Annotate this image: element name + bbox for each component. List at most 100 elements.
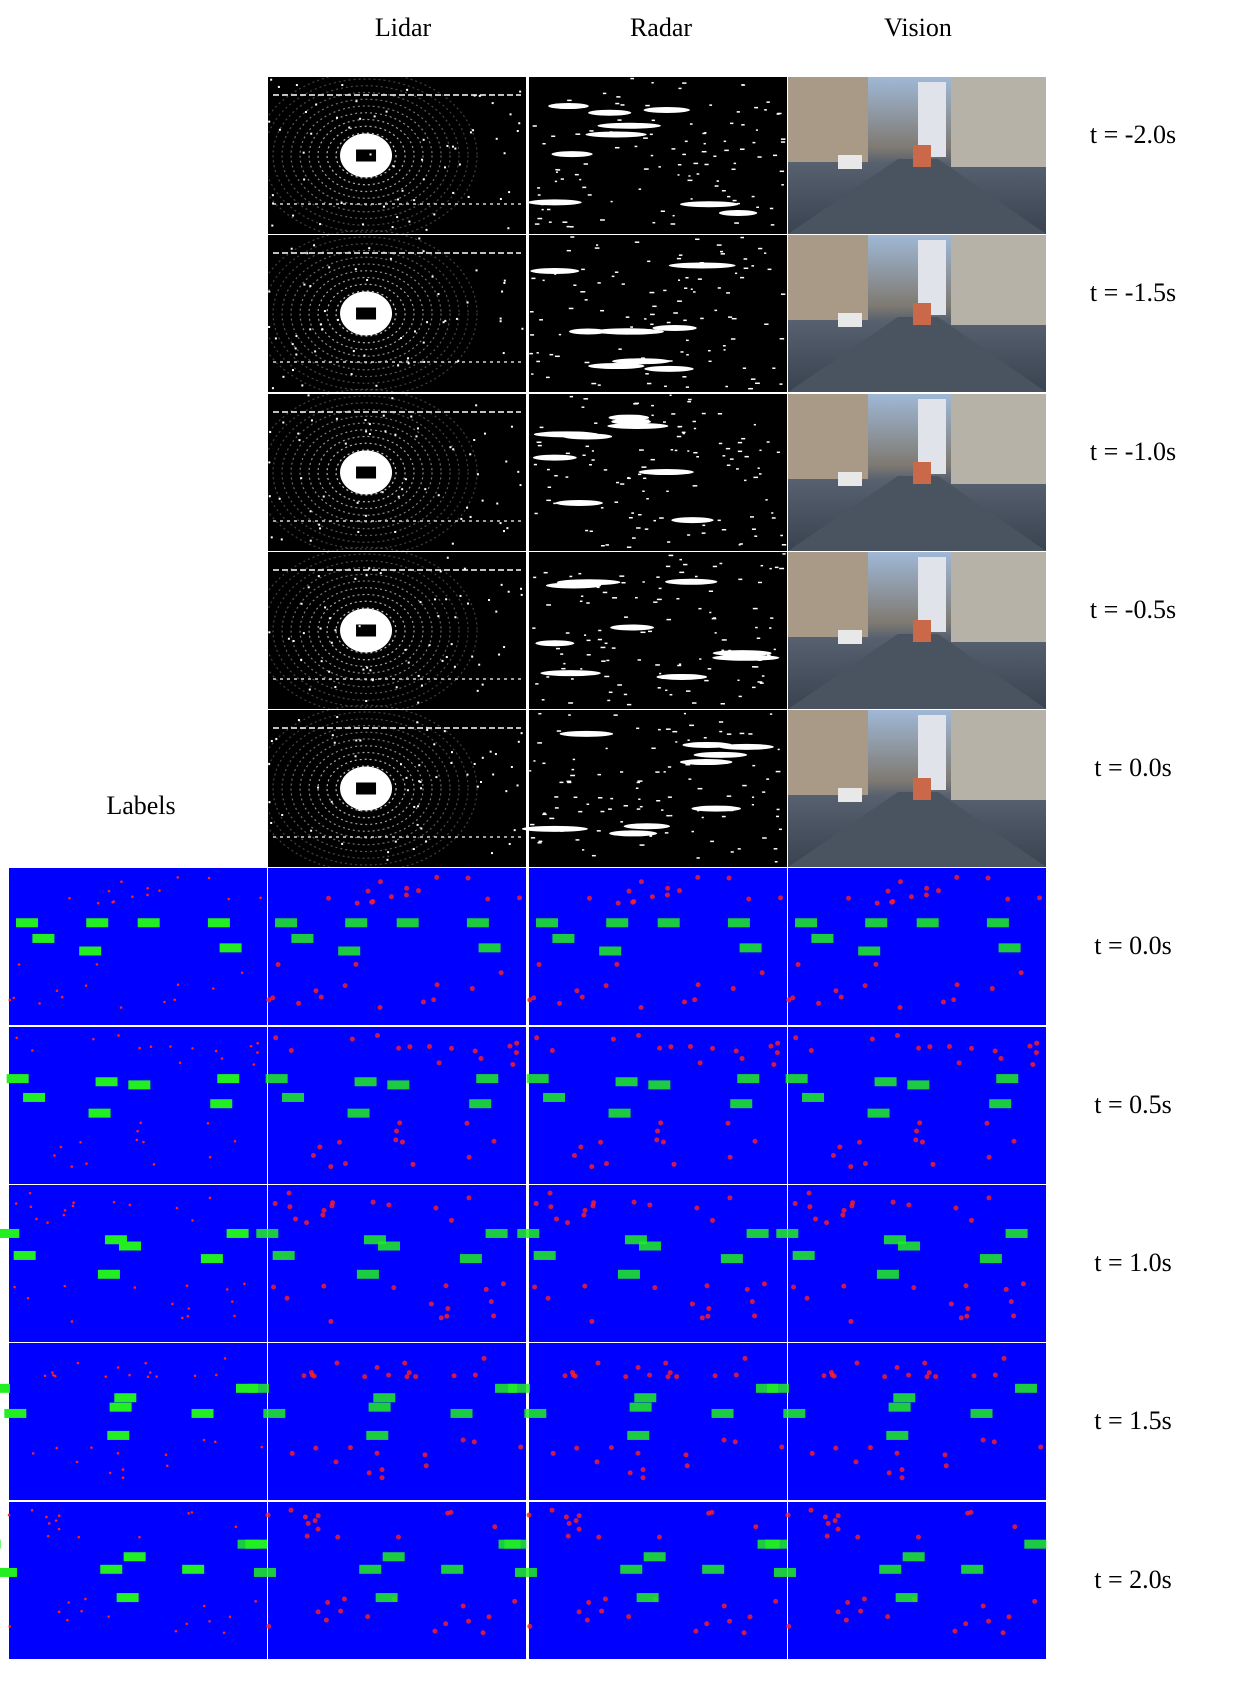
point bbox=[688, 175, 691, 177]
pedestrian bbox=[328, 1164, 334, 1170]
point bbox=[597, 773, 601, 776]
pedestrian bbox=[131, 895, 134, 899]
ego-car bbox=[356, 782, 377, 795]
point bbox=[386, 858, 389, 861]
point bbox=[463, 567, 466, 570]
point bbox=[765, 499, 768, 501]
point bbox=[268, 290, 271, 293]
point bbox=[567, 781, 572, 784]
output-panel bbox=[0, 1502, 268, 1659]
point bbox=[410, 415, 413, 418]
vehicle bbox=[996, 1074, 1019, 1084]
point bbox=[591, 382, 597, 385]
pedestrian bbox=[313, 1445, 319, 1451]
pedestrian bbox=[862, 1161, 868, 1167]
point bbox=[542, 762, 546, 765]
point bbox=[400, 763, 403, 766]
pedestrian bbox=[733, 1048, 739, 1054]
point bbox=[636, 527, 641, 529]
scan-ring bbox=[299, 263, 433, 364]
point bbox=[690, 288, 693, 290]
pedestrian bbox=[191, 1047, 194, 1050]
point bbox=[628, 516, 633, 519]
point bbox=[268, 120, 271, 123]
pedestrian bbox=[958, 1315, 964, 1321]
point bbox=[601, 660, 606, 662]
point bbox=[714, 185, 719, 187]
vehicle bbox=[648, 1080, 671, 1090]
point bbox=[774, 861, 778, 863]
pedestrian bbox=[774, 1050, 780, 1056]
point bbox=[620, 483, 625, 485]
point bbox=[676, 257, 682, 260]
vehicle bbox=[785, 1074, 808, 1084]
point bbox=[536, 352, 539, 354]
point bbox=[396, 216, 399, 219]
point bbox=[320, 323, 323, 326]
point bbox=[581, 595, 584, 597]
point bbox=[651, 119, 655, 122]
point bbox=[520, 587, 523, 590]
point bbox=[644, 318, 647, 320]
vehicle bbox=[86, 918, 109, 928]
pedestrian bbox=[663, 1360, 669, 1366]
pedestrian bbox=[727, 1195, 733, 1201]
vehicle bbox=[0, 1539, 1, 1549]
vehicle bbox=[1005, 1228, 1028, 1238]
point bbox=[566, 780, 572, 783]
point bbox=[394, 433, 397, 436]
point bbox=[696, 456, 700, 458]
pedestrian bbox=[873, 961, 879, 967]
pedestrian bbox=[954, 982, 960, 988]
pedestrian bbox=[924, 1374, 930, 1380]
point bbox=[755, 129, 758, 131]
bus bbox=[913, 620, 931, 642]
pedestrian bbox=[330, 1200, 336, 1206]
point bbox=[560, 178, 564, 180]
point bbox=[269, 431, 272, 434]
point bbox=[451, 751, 454, 754]
point bbox=[701, 532, 706, 534]
point bbox=[630, 77, 635, 80]
point bbox=[776, 808, 780, 811]
point bbox=[687, 739, 690, 741]
point bbox=[433, 213, 436, 216]
vehicle bbox=[773, 1567, 796, 1577]
pedestrian bbox=[310, 1152, 316, 1158]
point bbox=[755, 626, 758, 629]
vehicle bbox=[876, 1269, 899, 1279]
vehicle bbox=[466, 918, 489, 928]
point bbox=[748, 733, 753, 735]
point bbox=[677, 174, 680, 176]
pedestrian bbox=[146, 893, 149, 897]
point bbox=[728, 809, 734, 812]
pedestrian bbox=[1032, 1598, 1038, 1604]
vehicle bbox=[986, 918, 1009, 928]
point bbox=[702, 524, 706, 527]
point bbox=[594, 422, 598, 424]
pedestrian bbox=[998, 1056, 1004, 1062]
pedestrian bbox=[397, 1120, 403, 1126]
pedestrian bbox=[466, 1618, 472, 1624]
point bbox=[454, 147, 457, 150]
pedestrian bbox=[821, 1373, 827, 1379]
point bbox=[696, 857, 700, 859]
pedestrian bbox=[338, 1608, 344, 1614]
point bbox=[751, 528, 756, 530]
point bbox=[341, 305, 344, 308]
scan-ring bbox=[263, 553, 469, 708]
pedestrian bbox=[596, 1534, 602, 1540]
pedestrian bbox=[986, 1154, 992, 1160]
building bbox=[951, 77, 1046, 167]
pedestrian bbox=[272, 1201, 278, 1207]
pedestrian bbox=[66, 1618, 69, 1622]
point bbox=[714, 309, 718, 312]
point bbox=[538, 712, 542, 715]
point bbox=[565, 476, 569, 478]
point bbox=[602, 591, 608, 594]
point bbox=[703, 737, 707, 739]
point bbox=[640, 357, 646, 359]
point bbox=[678, 254, 683, 256]
pedestrian bbox=[721, 1603, 727, 1609]
vehicle bbox=[897, 1241, 920, 1251]
